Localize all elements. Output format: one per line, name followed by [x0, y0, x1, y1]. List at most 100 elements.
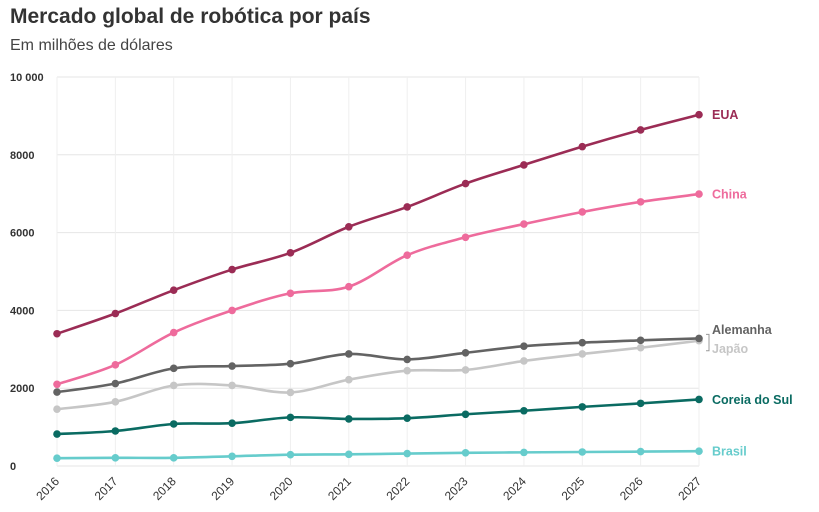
series-line-coreia-do-sul	[55, 398, 701, 436]
data-point-japao[interactable]	[461, 366, 470, 374]
data-point-alemanha[interactable]	[169, 364, 178, 373]
data-point-eua[interactable]	[228, 265, 236, 274]
data-point-brasil[interactable]	[228, 452, 236, 461]
data-point-coreia-do-sul[interactable]	[636, 399, 645, 408]
data-point-eua[interactable]	[695, 110, 703, 119]
series-label-eua: EUA	[712, 108, 738, 122]
series-line-japao	[55, 339, 701, 411]
data-point-coreia-do-sul[interactable]	[461, 410, 470, 419]
data-point-eua[interactable]	[286, 249, 295, 257]
series-label-brasil: Brasil	[712, 445, 747, 459]
data-point-brasil[interactable]	[695, 447, 703, 456]
data-point-alemanha[interactable]	[403, 355, 411, 364]
data-point-eua[interactable]	[169, 286, 178, 294]
data-point-alemanha[interactable]	[636, 336, 645, 345]
x-tick-label: 2020	[267, 474, 296, 503]
data-point-japao[interactable]	[403, 366, 411, 375]
data-point-japao[interactable]	[520, 357, 528, 365]
data-point-brasil[interactable]	[111, 454, 120, 462]
data-point-coreia-do-sul[interactable]	[228, 419, 236, 428]
series-coreia-do-sul	[53, 395, 703, 438]
data-point-japao[interactable]	[578, 350, 587, 358]
data-point-japao[interactable]	[286, 388, 295, 397]
series-line-alemanha	[55, 337, 701, 394]
data-point-coreia-do-sul[interactable]	[111, 427, 120, 435]
data-point-coreia-do-sul[interactable]	[53, 430, 61, 438]
data-point-brasil[interactable]	[169, 454, 178, 462]
data-point-china[interactable]	[578, 208, 587, 216]
series-label-alemanha: Alemanha	[712, 323, 773, 337]
data-point-china[interactable]	[111, 361, 120, 369]
data-point-china[interactable]	[520, 220, 528, 228]
y-tick-label: 8000	[10, 150, 34, 162]
series-eua	[53, 110, 703, 338]
data-point-brasil[interactable]	[53, 454, 61, 463]
data-point-brasil[interactable]	[520, 448, 528, 457]
data-point-alemanha[interactable]	[695, 334, 703, 343]
data-point-china[interactable]	[695, 190, 703, 198]
series-line-eua	[55, 113, 701, 336]
data-point-coreia-do-sul[interactable]	[169, 420, 178, 428]
data-point-brasil[interactable]	[345, 450, 353, 459]
x-tick-label: 2027	[675, 474, 704, 503]
data-point-eua[interactable]	[53, 329, 61, 338]
data-point-japao[interactable]	[228, 381, 236, 390]
x-tick-label: 2023	[442, 474, 471, 503]
data-point-eua[interactable]	[111, 309, 120, 318]
data-point-coreia-do-sul[interactable]	[286, 413, 295, 422]
label-bracket	[706, 333, 710, 352]
data-point-alemanha[interactable]	[578, 338, 587, 347]
data-point-eua[interactable]	[403, 203, 411, 211]
y-tick-label: 0	[10, 461, 16, 473]
data-point-brasil[interactable]	[461, 448, 470, 457]
x-tick-label: 2026	[617, 474, 646, 503]
data-point-coreia-do-sul[interactable]	[403, 414, 411, 422]
data-point-china[interactable]	[228, 306, 236, 315]
data-point-coreia-do-sul[interactable]	[520, 406, 528, 415]
data-point-alemanha[interactable]	[345, 350, 353, 358]
series-brasil	[53, 447, 703, 463]
data-point-brasil[interactable]	[403, 449, 411, 458]
data-point-alemanha[interactable]	[228, 362, 236, 370]
chart-title: Mercado global de robótica por país	[10, 5, 371, 28]
x-tick-label: 2016	[33, 474, 62, 503]
data-point-eua[interactable]	[636, 126, 645, 134]
series-lines	[53, 110, 703, 463]
series-labels: EUA China Alemanha Japão Coreia do Sul Brasil	[706, 108, 793, 459]
data-point-brasil[interactable]	[636, 447, 645, 456]
x-tick-label: 2021	[325, 474, 354, 503]
data-point-china[interactable]	[403, 251, 411, 259]
data-point-alemanha[interactable]	[111, 379, 120, 388]
x-tick-label: 2017	[92, 474, 121, 503]
data-point-coreia-do-sul[interactable]	[695, 395, 703, 404]
data-point-alemanha[interactable]	[53, 388, 61, 396]
data-point-eua[interactable]	[578, 142, 587, 151]
data-point-coreia-do-sul[interactable]	[345, 415, 353, 423]
data-point-brasil[interactable]	[286, 450, 295, 459]
series-label-coreia-do-sul: Coreia do Sul	[712, 393, 793, 407]
data-point-alemanha[interactable]	[286, 359, 295, 368]
data-point-japao[interactable]	[111, 398, 120, 406]
data-point-japao[interactable]	[53, 405, 61, 414]
data-point-japao[interactable]	[169, 381, 178, 390]
data-point-japao[interactable]	[345, 375, 353, 384]
data-point-eua[interactable]	[461, 179, 470, 188]
data-point-china[interactable]	[286, 289, 295, 298]
series-alemanha	[53, 334, 703, 396]
data-point-japao[interactable]	[636, 343, 645, 352]
data-point-china[interactable]	[461, 233, 470, 242]
data-point-eua[interactable]	[345, 222, 353, 231]
data-point-brasil[interactable]	[578, 448, 587, 456]
series-label-japao: Japão	[712, 342, 748, 356]
data-point-eua[interactable]	[520, 161, 528, 169]
data-point-china[interactable]	[169, 328, 178, 337]
data-point-alemanha[interactable]	[520, 342, 528, 350]
data-point-china[interactable]	[345, 282, 353, 291]
y-tick-label: 2000	[10, 383, 34, 395]
y-axis-ticks: 0 2000 4000 6000 8000 10 000	[10, 72, 44, 473]
data-point-coreia-do-sul[interactable]	[578, 403, 587, 411]
data-point-china[interactable]	[636, 198, 645, 206]
data-point-alemanha[interactable]	[461, 349, 470, 357]
data-point-china[interactable]	[53, 380, 61, 389]
